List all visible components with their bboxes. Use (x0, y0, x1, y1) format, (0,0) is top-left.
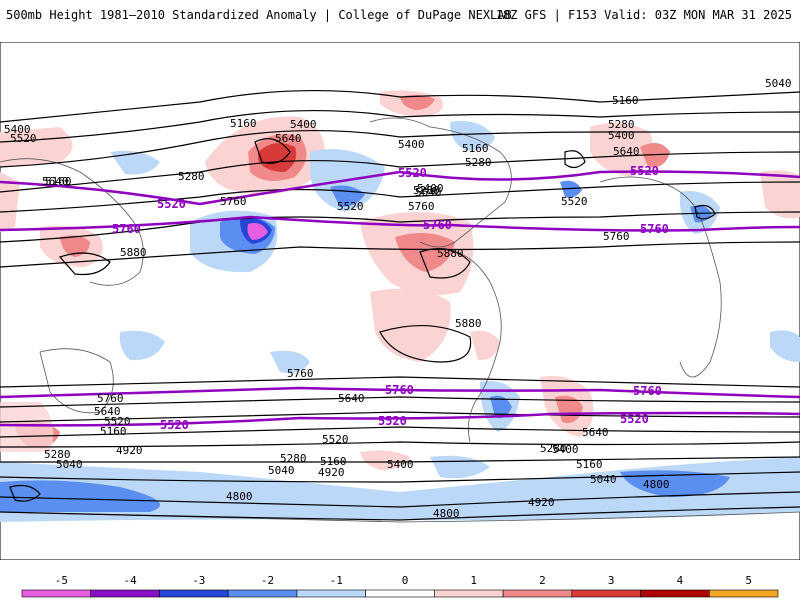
contour-label: 5520 (398, 166, 427, 180)
contour-label: 5280 (465, 156, 492, 169)
colorbar-ticks: -5 -4 -3 -2 -1 0 1 2 3 4 5 (55, 574, 752, 587)
contour-label: 5760 (633, 384, 662, 398)
contour-label: 5760 (640, 222, 669, 236)
colorbar-swatch (90, 589, 160, 598)
contour-label: 5760 (220, 195, 247, 208)
contour-label: 5760 (112, 222, 141, 236)
contour-label: 5520 (378, 414, 407, 428)
contour-label: 5520 (157, 197, 186, 211)
contour-label: 5640 (613, 145, 640, 158)
colorbar-swatch (227, 589, 298, 598)
contour-label: 4800 (226, 490, 253, 503)
contour-label: 5760 (287, 367, 314, 380)
contour-label: 5520 (104, 415, 131, 428)
contour-label: 5160 (100, 425, 127, 438)
contour-label: 5040 (590, 473, 617, 486)
colorbar-tick-label: 0 (402, 574, 409, 587)
reference-contour-labels: 5520 5520 5520 5760 5760 5760 5760 5760 … (112, 164, 669, 432)
chart-header: 500mb Height 1981–2010 Standardized Anom… (0, 0, 800, 30)
contour-label: 5400 (4, 123, 31, 136)
colorbar-swatch (640, 589, 710, 598)
colorbar-swatch (365, 589, 435, 598)
contour-label: 5040 (765, 77, 792, 90)
contour-label: 5400 (608, 129, 635, 142)
contour-label: 5400 (387, 458, 414, 471)
contour-label: 5640 (94, 405, 121, 418)
model-run-info: 18Z GFS | F153 Valid: 03Z MON MAR 31 202… (495, 8, 792, 22)
contour-label: 5280 (178, 170, 205, 183)
contour-label: 4920 (528, 496, 555, 509)
contour-label: 5160 (612, 94, 639, 107)
colorbar-tick-label: -2 (261, 574, 274, 587)
colorbar-swatch (708, 589, 779, 598)
colorbar-tick-label: 4 (677, 574, 684, 587)
contour-label: 5040 (56, 458, 83, 471)
contour-label: 5880 (120, 246, 147, 259)
contour-label: 5400 (417, 182, 444, 195)
colorbar-swatch (296, 589, 366, 598)
contour-label: 5400 (290, 118, 317, 131)
coastline-layer (0, 117, 800, 523)
colorbar-tick-label: 1 (470, 574, 477, 587)
colorbar-tick-label: -1 (330, 574, 343, 587)
contour-label: 5520 (337, 200, 364, 213)
colorbar-tick-label: -5 (55, 574, 68, 587)
anomaly-colorbar: -5 -4 -3 -2 -1 0 1 2 3 4 5 (0, 572, 800, 600)
colorbar-swatch (502, 589, 573, 598)
contour-label: 5040 (268, 464, 295, 477)
contour-label: 5160 (320, 455, 347, 468)
contour-label: 5520 (620, 412, 649, 426)
contour-label: 5760 (603, 230, 630, 243)
contour-label: 4920 (318, 466, 345, 479)
contour-label: 5280 (608, 118, 635, 131)
contour-label: 5520 (630, 164, 659, 178)
contour-label: 4920 (116, 444, 143, 457)
contour-label: 5520 (322, 433, 349, 446)
colorbar-tick-label: -3 (192, 574, 205, 587)
contour-label: 5760 (385, 383, 414, 397)
anomaly-map: 5040 5160 5400 5520 5400 5160 5280 5640 … (0, 42, 800, 560)
contour-labels: 5040 5160 5400 5520 5400 5160 5280 5640 … (4, 77, 792, 520)
contour-label: 4800 (433, 507, 460, 520)
contour-label: 5760 (423, 218, 452, 232)
contour-label: 5520 (10, 132, 37, 145)
contour-label: 5400 (552, 443, 579, 456)
contour-label: 5640 (415, 186, 442, 199)
contour-label: 5280 (413, 184, 440, 197)
contour-label: 5640 (42, 175, 69, 188)
contour-label: 5160 (45, 175, 72, 188)
colorbar-swatch (434, 589, 504, 598)
contour-label: 5400 (398, 138, 425, 151)
reference-contours (0, 170, 800, 427)
colorbar-tick-label: 3 (608, 574, 615, 587)
contour-label: 5640 (275, 132, 302, 145)
contour-label: 5640 (582, 426, 609, 439)
contour-label: 5640 (338, 392, 365, 405)
contour-label: 4800 (643, 478, 670, 491)
height-contours (0, 90, 800, 521)
contour-label: 5160 (230, 117, 257, 130)
colorbar-swatch (21, 589, 92, 598)
contour-label: 5760 (408, 200, 435, 213)
map-title: 500mb Height 1981–2010 Standardized Anom… (6, 8, 512, 22)
contour-label: 5880 (437, 247, 464, 260)
contour-label: 5280 (280, 452, 307, 465)
colorbar-tick-label: -4 (123, 574, 137, 587)
colorbar-tick-label: 5 (745, 574, 752, 587)
contour-label: 5520 (561, 195, 588, 208)
colorbar-swatches (21, 589, 779, 598)
contour-label: 5280 (44, 448, 71, 461)
contour-label: 5160 (462, 142, 489, 155)
contour-label: 5760 (97, 392, 124, 405)
contour-label: 5880 (455, 317, 482, 330)
contour-label: 5520 (160, 418, 189, 432)
contour-label: 5280 (540, 442, 567, 455)
colorbar-swatch (571, 589, 641, 598)
contour-label: 5160 (576, 458, 603, 471)
colorbar-swatch (159, 589, 229, 598)
colorbar-tick-label: 2 (539, 574, 546, 587)
